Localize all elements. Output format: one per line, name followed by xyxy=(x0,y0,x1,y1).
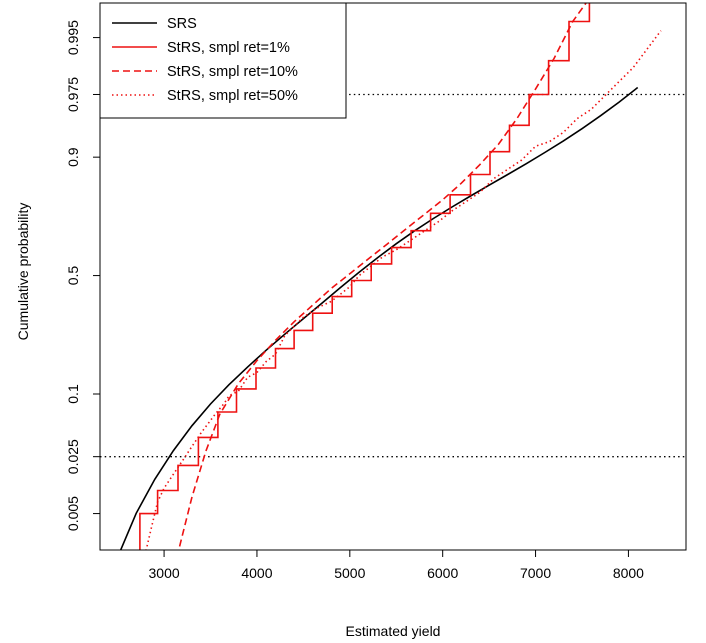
x-axis: 3000 4000 5000 6000 7000 8000 xyxy=(149,550,644,581)
legend-label-3: StRS, smpl ret=10% xyxy=(167,64,298,80)
y-tick-label: 0.5 xyxy=(65,266,81,286)
legend-label-1: SRS xyxy=(167,16,197,32)
x-tick-label: 3000 xyxy=(149,565,180,581)
x-tick-label: 7000 xyxy=(520,565,551,581)
series-line-1 xyxy=(119,86,639,550)
legend: SRS StRS, smpl ret=1% StRS, smpl ret=10% St… xyxy=(99,2,347,119)
y-tick-label: 0.1 xyxy=(65,384,81,404)
legend-label-4: StRS, smpl ret=50% xyxy=(167,88,298,104)
y-tick-label: 0.975 xyxy=(65,77,81,112)
y-tick-label: 0.005 xyxy=(65,496,81,531)
x-axis-title: Estimated yield xyxy=(346,623,441,639)
x-tick-label: 6000 xyxy=(427,565,458,581)
plot-border xyxy=(99,2,687,551)
legend-box xyxy=(99,2,347,119)
y-axis: 0.005 0.025 0.1 0.5 0.9 0.975 0.995 xyxy=(65,20,100,531)
y-axis-title: Cumulative probability xyxy=(15,203,31,341)
plot-layer xyxy=(100,3,686,550)
x-tick-label: 8000 xyxy=(613,565,644,581)
y-tick-label: 0.995 xyxy=(65,20,81,55)
series-line-4 xyxy=(145,30,662,550)
y-tick-label: 0.9 xyxy=(65,147,81,167)
series-line-3 xyxy=(177,3,588,550)
legend-label-2: StRS, smpl ret=1% xyxy=(167,40,290,56)
x-tick-label: 4000 xyxy=(241,565,272,581)
y-tick-label: 0.025 xyxy=(65,439,81,474)
series-line-2 xyxy=(139,3,591,550)
x-tick-label: 5000 xyxy=(334,565,365,581)
